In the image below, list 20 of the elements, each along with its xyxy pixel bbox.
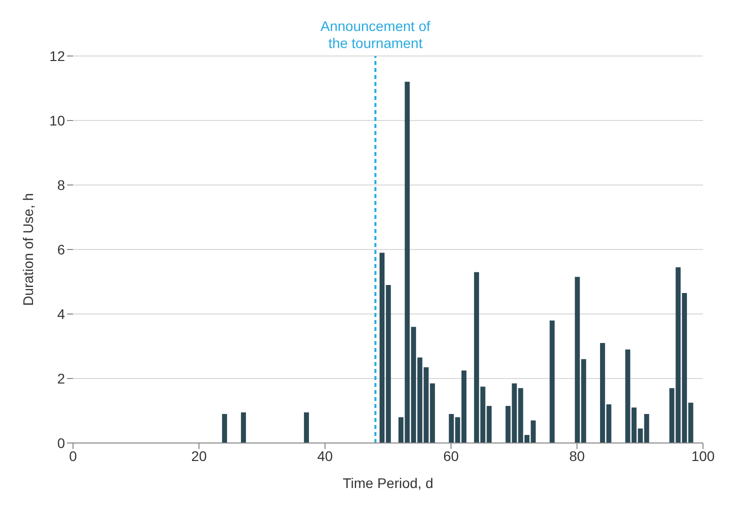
- y-tick-label: 0: [57, 434, 66, 451]
- y-tick-label: 12: [49, 48, 66, 64]
- x-tick-label: 0: [69, 448, 78, 464]
- x-tick-label: 60: [443, 448, 459, 464]
- bar: [304, 412, 309, 443]
- y-tick-label: 8: [57, 176, 66, 193]
- x-tick-label: 20: [191, 448, 207, 464]
- y-tick-label: 10: [49, 112, 66, 128]
- y-tick-label: 4: [57, 306, 66, 322]
- y-tick-label: 2: [57, 370, 66, 386]
- x-tick-label: 100: [691, 448, 715, 464]
- y-axis-title: Duration of Use, h: [20, 193, 36, 306]
- bar: [222, 414, 228, 443]
- bar: [240, 412, 246, 443]
- x-axis-title: Time Period, d: [342, 475, 434, 491]
- ref-line-label: Announcement of the tournament: [320, 18, 430, 51]
- x-tick-label: 40: [317, 448, 333, 464]
- y-tick-label: 6: [57, 241, 66, 258]
- x-tick-label: 80: [569, 448, 585, 464]
- bar: [550, 320, 555, 443]
